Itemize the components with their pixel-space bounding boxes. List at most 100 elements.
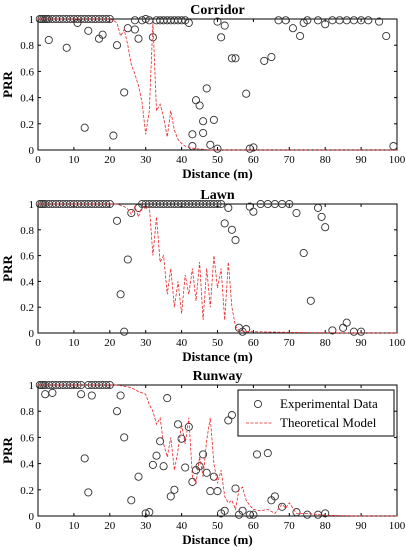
data-point	[73, 18, 82, 27]
x-tick-label: 70	[284, 337, 296, 349]
data-point	[109, 131, 118, 140]
data-point	[224, 416, 233, 425]
x-tick-label: 60	[248, 520, 260, 532]
data-point	[242, 325, 251, 334]
data-point	[349, 16, 358, 25]
data-point	[267, 52, 276, 62]
data-point	[321, 509, 330, 518]
data-point	[120, 433, 129, 442]
y-tick-label: 1	[29, 14, 35, 26]
x-tick-label: 20	[104, 154, 116, 166]
data-point	[321, 20, 330, 29]
data-point	[263, 449, 272, 458]
data-point	[80, 454, 89, 463]
data-point	[156, 437, 165, 446]
y-axis-label: PRR	[0, 255, 15, 282]
chart-panel-corridor: Corridor 0 10 20 30 40 50 60 70 80 90 100 0 0.2 0.4 0.6…	[0, 3, 406, 181]
data-point	[141, 509, 150, 518]
x-tick-label: 40	[176, 154, 188, 166]
y-tick-label: 0.4	[20, 93, 34, 105]
data-point	[299, 248, 308, 258]
data-point	[84, 26, 93, 35]
data-point	[281, 16, 290, 25]
y-tick-label: 0.4	[20, 276, 34, 288]
data-point	[145, 508, 154, 517]
data-point	[213, 17, 222, 26]
data-point	[44, 35, 53, 45]
theoretical-model-line	[38, 203, 397, 334]
data-point	[342, 16, 351, 25]
data-point	[123, 255, 132, 264]
chart-panel-runway: Runway 0 10 20 30 40 50 60 70 80 90 100 0 0.2 0.4 0.6 0.…	[0, 369, 406, 547]
data-point	[213, 144, 222, 153]
data-point	[120, 327, 129, 336]
data-point	[123, 24, 132, 33]
x-tick-label: 60	[248, 154, 260, 166]
data-point	[292, 208, 301, 218]
y-tick-label: 0.4	[20, 459, 34, 471]
y-tick-label: 0.2	[20, 119, 34, 131]
x-tick-label: 0	[35, 154, 41, 166]
data-point	[303, 510, 312, 519]
data-point	[328, 326, 337, 335]
data-point	[357, 327, 366, 336]
x-tick-label: 100	[389, 154, 406, 166]
x-tick-label: 100	[389, 337, 406, 349]
data-point	[270, 492, 279, 501]
y-tick-label: 1	[29, 380, 35, 392]
legend-label-model: Theoretical Model	[280, 415, 377, 430]
data-point	[134, 472, 143, 481]
data-point	[80, 123, 89, 132]
data-point	[313, 16, 323, 25]
x-tick-label: 70	[284, 154, 296, 166]
y-tick-label: 0	[29, 511, 35, 523]
data-point	[245, 510, 254, 519]
data-point	[238, 506, 247, 515]
data-point	[87, 391, 96, 400]
data-point	[170, 485, 179, 494]
data-point	[130, 25, 139, 34]
data-point	[382, 31, 391, 41]
data-point	[77, 390, 86, 399]
x-tick-label: 90	[356, 154, 368, 166]
data-point	[375, 17, 384, 26]
x-axis-label: Distance (m)	[182, 349, 252, 364]
data-point	[303, 16, 312, 25]
data-point	[313, 203, 323, 212]
data-point	[41, 390, 50, 399]
data-point	[209, 115, 218, 124]
data-point	[134, 34, 143, 43]
y-tick-label: 0	[29, 145, 35, 157]
data-point	[148, 460, 157, 469]
data-point	[274, 16, 283, 25]
data-point	[231, 484, 240, 493]
y-tick-label: 0.6	[20, 432, 34, 444]
x-tick-label: 30	[140, 520, 152, 532]
data-point	[321, 223, 330, 232]
data-point	[220, 21, 229, 30]
data-point	[130, 16, 139, 25]
data-point	[202, 468, 211, 477]
y-tick-label: 0.8	[20, 406, 34, 418]
legend: Experimental Data Theoretical Model	[237, 389, 395, 437]
data-point	[116, 290, 125, 299]
legend-label-experimental: Experimental Data	[280, 396, 378, 411]
data-point	[48, 388, 57, 397]
data-point	[177, 434, 186, 443]
data-point	[188, 477, 197, 486]
x-tick-label: 10	[68, 154, 80, 166]
x-axis-label: Distance (m)	[182, 532, 252, 547]
y-tick-label: 0.8	[20, 40, 34, 52]
x-tick-label: 60	[248, 337, 260, 349]
data-point	[285, 199, 294, 209]
theoretical-model-line	[38, 18, 397, 151]
data-point	[98, 30, 107, 39]
data-point	[220, 219, 229, 228]
data-point	[191, 96, 201, 105]
data-point	[335, 16, 344, 25]
data-point	[112, 41, 122, 50]
data-point	[252, 450, 262, 459]
data-point	[127, 208, 136, 218]
data-point	[184, 18, 193, 27]
